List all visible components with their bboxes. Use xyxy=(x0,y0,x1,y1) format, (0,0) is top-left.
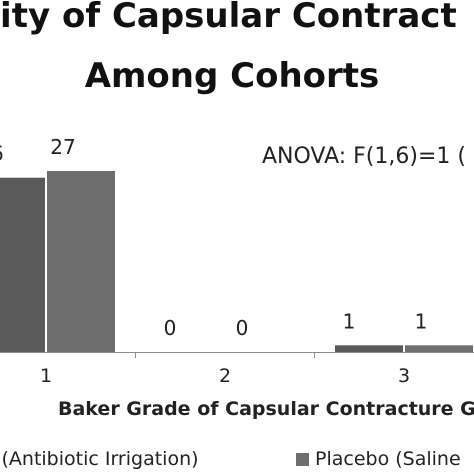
x-tick-label-2: 2 xyxy=(219,365,231,387)
x-axis-label: Baker Grade of Capsular Contracture G xyxy=(58,398,474,420)
data-label-series-0-cat-1: 26 xyxy=(0,142,4,166)
legend-item-0: t (Antibiotic Irrigation) xyxy=(0,448,199,470)
data-label-series-0-cat-3: 1 xyxy=(343,309,356,333)
anova-annotation: ANOVA: F(1,6)=1 ( xyxy=(262,144,466,169)
bar-series-1-cat-3 xyxy=(405,345,473,352)
data-label-series-1-cat-1: 27 xyxy=(50,135,75,159)
bar-series-0-cat-3 xyxy=(335,345,403,352)
legend-label-0: t (Antibiotic Irrigation) xyxy=(0,448,199,470)
chart-title-line-1: rity of Capsular Contract xyxy=(0,0,457,36)
bar-series-1-cat-1 xyxy=(47,171,115,352)
data-label-series-1-cat-3: 1 xyxy=(415,309,428,333)
data-label-series-0-cat-2: 0 xyxy=(164,316,177,340)
legend-swatch-1 xyxy=(296,452,309,466)
legend-item-1: Placebo (Saline xyxy=(296,448,461,470)
legend-label-1: Placebo (Saline xyxy=(315,448,461,470)
x-tick-label-3: 3 xyxy=(398,365,410,387)
chart-title-line-2: Among Cohorts xyxy=(84,56,380,96)
data-label-series-1-cat-2: 0 xyxy=(236,316,249,340)
x-tick-label-1: 1 xyxy=(40,365,52,387)
bar-series-0-cat-1 xyxy=(0,177,45,352)
